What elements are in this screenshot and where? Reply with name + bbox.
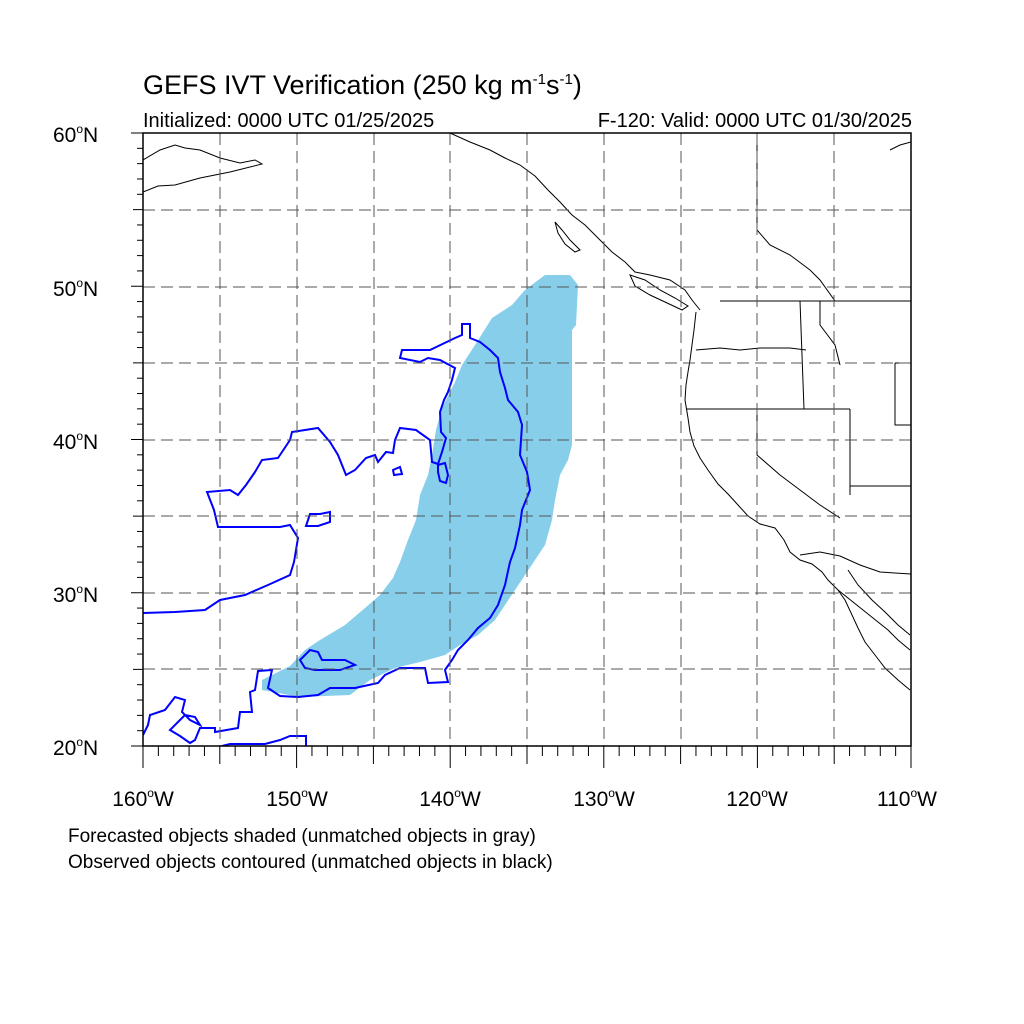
baja-peninsula bbox=[837, 589, 911, 691]
vancouver-island bbox=[629, 274, 689, 311]
lon-label-150: 150oW bbox=[266, 786, 328, 811]
us-mexico-border bbox=[799, 551, 911, 575]
map-title: GEFS IVT Verification (250 kg m-1s-1) bbox=[143, 70, 582, 100]
lat-labels: 20oN 30oN 40oN 50oN 60oN bbox=[53, 122, 98, 760]
us-west-coast bbox=[684, 311, 911, 651]
forecast-object bbox=[262, 275, 578, 697]
lon-label-160: 160oW bbox=[112, 786, 174, 811]
observed-object-loop bbox=[437, 461, 450, 485]
legend-observed-note: Observed objects contoured (unmatched ob… bbox=[68, 852, 553, 873]
lat-label-50: 50oN bbox=[53, 276, 98, 301]
wyoming-border bbox=[894, 362, 911, 426]
observed-object-dot bbox=[391, 465, 404, 477]
lat-label-60: 60oN bbox=[53, 122, 98, 147]
alberta-border bbox=[756, 133, 836, 302]
lat-label-20: 20oN bbox=[53, 735, 98, 760]
legend-forecast-note: Forecasted objects shaded (unmatched obj… bbox=[68, 826, 536, 847]
lon-label-140: 140oW bbox=[419, 786, 481, 811]
montana-idaho-border bbox=[819, 301, 841, 366]
observed-object-small bbox=[304, 510, 331, 527]
valid-label: F-120: Valid: 0000 UTC 01/30/2025 bbox=[597, 110, 912, 132]
bc-coast bbox=[449, 133, 701, 311]
coast-north-right bbox=[889, 141, 911, 151]
idaho-west-border bbox=[799, 300, 805, 410]
observed-object-south bbox=[221, 735, 307, 746]
observed-object-main bbox=[143, 323, 532, 745]
axis-ticks bbox=[131, 132, 912, 768]
california-nevada-border bbox=[756, 409, 841, 519]
lon-label-130: 130oW bbox=[573, 786, 635, 811]
haida-gwaii bbox=[554, 221, 581, 253]
lat-label-40: 40oN bbox=[53, 429, 98, 454]
washington-oregon-border bbox=[695, 347, 807, 351]
lon-labels: 160oW 150oW 140oW 130oW 120oW 110oW bbox=[112, 786, 937, 811]
lat-label-30: 30oN bbox=[53, 582, 98, 607]
coastlines bbox=[143, 133, 911, 691]
mexico-mainland-coast bbox=[847, 569, 911, 636]
lon-label-120: 120oW bbox=[726, 786, 788, 811]
alaska-coast bbox=[143, 144, 264, 193]
initialized-label: Initialized: 0000 UTC 01/25/2025 bbox=[143, 110, 435, 132]
lon-label-110: 110oW bbox=[877, 786, 937, 811]
grid-lines bbox=[143, 133, 911, 746]
